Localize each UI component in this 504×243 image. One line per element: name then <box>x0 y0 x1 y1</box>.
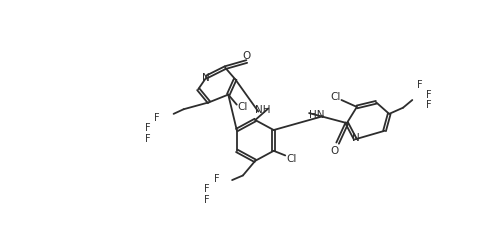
Text: F: F <box>426 90 432 100</box>
Text: HN: HN <box>309 110 325 120</box>
Text: O: O <box>331 146 339 156</box>
Text: O: O <box>242 51 251 61</box>
Text: F: F <box>417 80 423 90</box>
Text: F: F <box>204 184 210 194</box>
Text: F: F <box>145 133 150 144</box>
Text: F: F <box>154 113 159 123</box>
Text: N: N <box>202 73 210 83</box>
Text: Cl: Cl <box>286 154 296 164</box>
Text: F: F <box>145 123 150 133</box>
Text: Cl: Cl <box>330 92 341 102</box>
Text: F: F <box>426 100 432 110</box>
Text: NH: NH <box>255 105 271 115</box>
Text: F: F <box>214 174 220 184</box>
Text: F: F <box>204 195 210 205</box>
Text: N: N <box>352 133 360 143</box>
Text: Cl: Cl <box>238 102 248 112</box>
